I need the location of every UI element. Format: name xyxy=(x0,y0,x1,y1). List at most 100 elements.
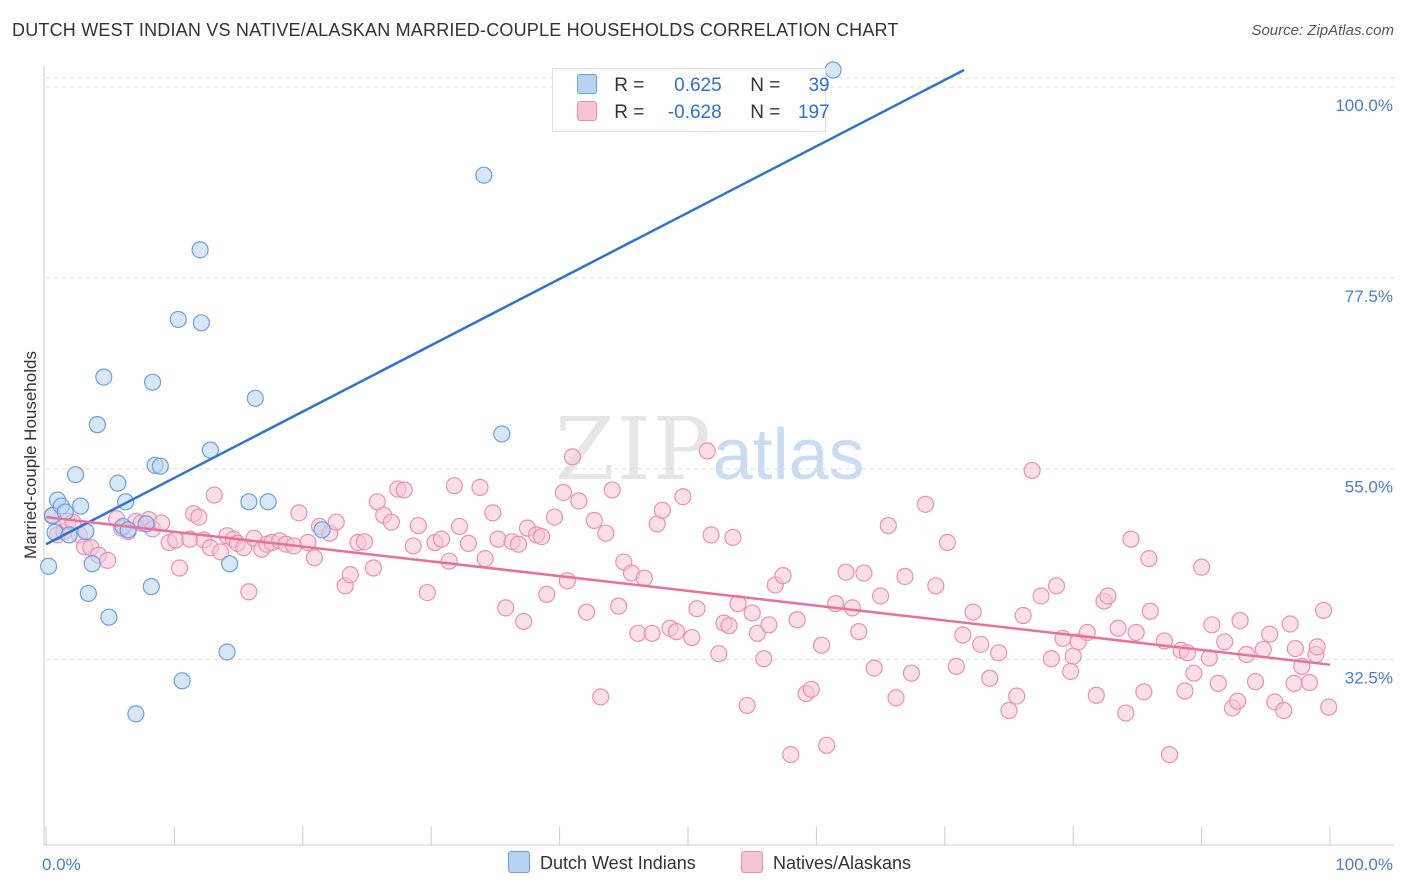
natives-alaskans-point xyxy=(1286,639,1304,658)
natives-alaskans-point xyxy=(855,564,873,582)
natives-alaskans-point xyxy=(653,501,671,519)
dutch-west-indians-trend-line xyxy=(45,68,965,546)
natives-alaskans-point xyxy=(818,736,836,754)
natives-alaskans-point xyxy=(1032,587,1050,605)
natives-alaskans-point xyxy=(1176,682,1194,700)
natives-alaskans-point xyxy=(674,488,692,506)
natives-alaskans-point xyxy=(538,585,556,603)
legend-n-label: N = xyxy=(750,102,781,123)
natives-alaskans-point xyxy=(603,481,621,499)
natives-alaskans-point xyxy=(724,528,742,547)
natives-alaskans-point xyxy=(484,504,502,522)
dutch-west-indians-point xyxy=(109,474,127,492)
natives-alaskans-point xyxy=(1140,550,1158,568)
natives-alaskans-point xyxy=(1246,673,1265,691)
dutch-west-indians-point xyxy=(88,416,106,434)
natives-alaskans-point xyxy=(1192,558,1211,576)
dutch-west-indians-point xyxy=(240,493,258,511)
natives-alaskans-point xyxy=(879,516,897,535)
natives-alaskans-point xyxy=(702,526,720,544)
dutch-west-indians-point xyxy=(83,555,101,573)
natives-alaskans-point xyxy=(843,599,861,617)
dutch-west-indians-point xyxy=(95,368,113,386)
natives-alaskans-point xyxy=(667,623,686,641)
natives-alaskans-point xyxy=(1261,625,1279,643)
natives-alaskans-point xyxy=(327,513,345,531)
natives-alaskans-point xyxy=(1099,587,1117,605)
correlation-legend: R = 0.625 N = 39 R = -0.628 N = 197 xyxy=(552,68,830,132)
natives-alaskans-point xyxy=(610,597,628,615)
legend-n-value: 197 xyxy=(797,102,830,123)
legend-r-value: 0.625 xyxy=(674,75,722,96)
natives-alaskans-point xyxy=(1000,701,1018,720)
natives-alaskans-point xyxy=(99,551,117,569)
natives-alaskans-point xyxy=(947,657,965,675)
legend-row-dutch-west-indians: R = 0.625 N = 39 xyxy=(577,74,830,100)
watermark-atlas: atlas xyxy=(712,415,865,495)
natives-alaskans-point xyxy=(1231,611,1249,630)
source-credit: Source: ZipAtlas.com xyxy=(1251,22,1394,39)
bottom-legend-natives-alaskans: Natives/Alaskans xyxy=(741,851,911,874)
natives-alaskans-point xyxy=(364,559,383,577)
natives-alaskans-point xyxy=(1320,698,1338,716)
chart-title: DUTCH WEST INDIAN VS NATIVE/ALASKAN MARR… xyxy=(12,20,899,40)
natives-alaskans-point xyxy=(850,623,868,641)
natives-alaskans-point xyxy=(1300,673,1319,692)
natives-alaskans-trend-line xyxy=(45,515,1331,666)
x-tick-label-max: 100.0% xyxy=(1335,855,1393,874)
bottom-legend-label: Dutch West Indians xyxy=(540,853,696,873)
dutch-west-indians-point xyxy=(173,672,191,690)
natives-alaskans-point xyxy=(1023,461,1041,480)
dutch-west-indians-point xyxy=(169,310,187,329)
natives-alaskans-point xyxy=(683,628,701,647)
natives-alaskans-point xyxy=(1141,602,1159,620)
x-tick-label-min: 0.0% xyxy=(42,855,81,874)
natives-alaskans-point xyxy=(476,550,494,568)
natives-alaskans-point xyxy=(432,530,451,548)
natives-alaskans-point xyxy=(1160,746,1179,764)
legend-r-value: -0.628 xyxy=(667,102,722,123)
natives-alaskans-point xyxy=(748,624,766,642)
natives-alaskans-point xyxy=(902,664,921,682)
natives-alaskans-point xyxy=(990,644,1008,662)
gridlines xyxy=(46,77,1394,661)
y-axis-title: Married-couple Households xyxy=(21,351,40,559)
dutch-west-indians-point xyxy=(493,425,511,443)
natives-alaskans-point xyxy=(170,559,189,577)
natives-alaskans-point xyxy=(563,448,582,466)
natives-alaskans-point xyxy=(916,495,935,513)
natives-alaskans-point xyxy=(1042,650,1060,668)
natives-alaskans-point xyxy=(190,508,208,526)
natives-alaskans-point xyxy=(355,533,374,551)
dutch-west-indians-point xyxy=(192,314,210,332)
natives-alaskans-point xyxy=(404,537,422,555)
natives-alaskans-point xyxy=(802,680,820,698)
natives-alaskans-point xyxy=(812,636,831,654)
natives-alaskans-point xyxy=(1047,577,1066,595)
dutch-west-indians-point xyxy=(143,373,162,391)
y-tick-label: 100.0% xyxy=(1335,96,1393,115)
natives-alaskans-point xyxy=(418,583,436,602)
natives-alaskans-point xyxy=(554,483,573,502)
natives-alaskans-point xyxy=(497,599,515,617)
legend-r-label: R = xyxy=(614,102,645,123)
dutch-west-indians-point xyxy=(191,241,209,259)
natives-alaskans-point xyxy=(545,508,564,526)
dutch-west-indians-point xyxy=(142,578,160,596)
natives-alaskans-point xyxy=(981,669,999,687)
natives-alaskans-point xyxy=(305,549,323,567)
dutch-west-indians-point xyxy=(259,493,277,511)
natives-alaskans-point xyxy=(459,534,478,552)
natives-alaskans-point xyxy=(1209,674,1227,692)
natives-alaskans-point xyxy=(1216,633,1234,651)
bottom-legend-label: Natives/Alaskans xyxy=(773,853,912,873)
natives-alaskans-point xyxy=(972,635,990,653)
trend-lines xyxy=(45,68,1331,666)
natives-alaskans-point xyxy=(240,583,258,601)
natives-alaskans-point xyxy=(1064,647,1082,665)
dutch-west-indians-point xyxy=(221,555,239,573)
natives-alaskans-point xyxy=(1308,638,1326,656)
natives-alaskans-point xyxy=(471,478,489,496)
natives-alaskans-point xyxy=(212,543,230,561)
